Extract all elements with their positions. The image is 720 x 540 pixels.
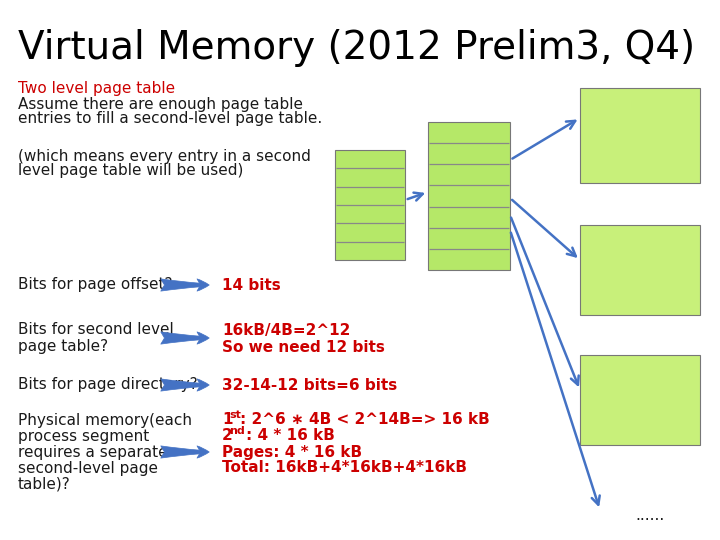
Text: Two level page table: Two level page table — [18, 80, 175, 96]
Text: Virtual Memory (2012 Prelim3, Q4): Virtual Memory (2012 Prelim3, Q4) — [18, 29, 695, 67]
Text: page table?: page table? — [18, 340, 108, 354]
Bar — [428, 122, 510, 270]
Text: : 2^6 ∗ 4B < 2^14B=> 16 kB: : 2^6 ∗ 4B < 2^14B=> 16 kB — [240, 413, 490, 428]
Text: So we need 12 bits: So we need 12 bits — [222, 340, 385, 354]
Text: 1: 1 — [222, 413, 233, 428]
Text: 2: 2 — [222, 429, 233, 443]
Text: table)?: table)? — [18, 476, 71, 491]
Bar — [335, 150, 405, 260]
Text: Assume there are enough page table: Assume there are enough page table — [18, 97, 303, 111]
Text: process segment: process segment — [18, 429, 149, 443]
Text: 14 bits: 14 bits — [222, 278, 281, 293]
Text: : 4 * 16 kB: : 4 * 16 kB — [246, 429, 335, 443]
Text: 32-14-12 bits=6 bits: 32-14-12 bits=6 bits — [222, 377, 397, 393]
Text: Physical memory(each: Physical memory(each — [18, 413, 192, 428]
Bar — [580, 88, 700, 183]
Text: Bits for page offset?: Bits for page offset? — [18, 278, 173, 293]
Text: Pages: 4 * 16 kB: Pages: 4 * 16 kB — [222, 444, 362, 460]
Bar — [580, 225, 700, 315]
Text: 16kB/4B=2^12: 16kB/4B=2^12 — [222, 322, 351, 338]
Text: level page table will be used): level page table will be used) — [18, 164, 243, 179]
Text: nd: nd — [229, 426, 245, 436]
Text: (which means every entry in a second: (which means every entry in a second — [18, 148, 311, 164]
Text: second-level page: second-level page — [18, 461, 158, 476]
Text: Total: 16kB+4*16kB+4*16kB: Total: 16kB+4*16kB+4*16kB — [222, 461, 467, 476]
Text: requires a separate: requires a separate — [18, 444, 168, 460]
Text: st: st — [229, 410, 241, 420]
Text: ......: ...... — [635, 508, 665, 523]
Bar — [580, 355, 700, 445]
Text: entries to fill a second-level page table.: entries to fill a second-level page tabl… — [18, 111, 323, 126]
Text: Bits for second level: Bits for second level — [18, 322, 174, 338]
Text: Bits for page directory?: Bits for page directory? — [18, 377, 197, 393]
